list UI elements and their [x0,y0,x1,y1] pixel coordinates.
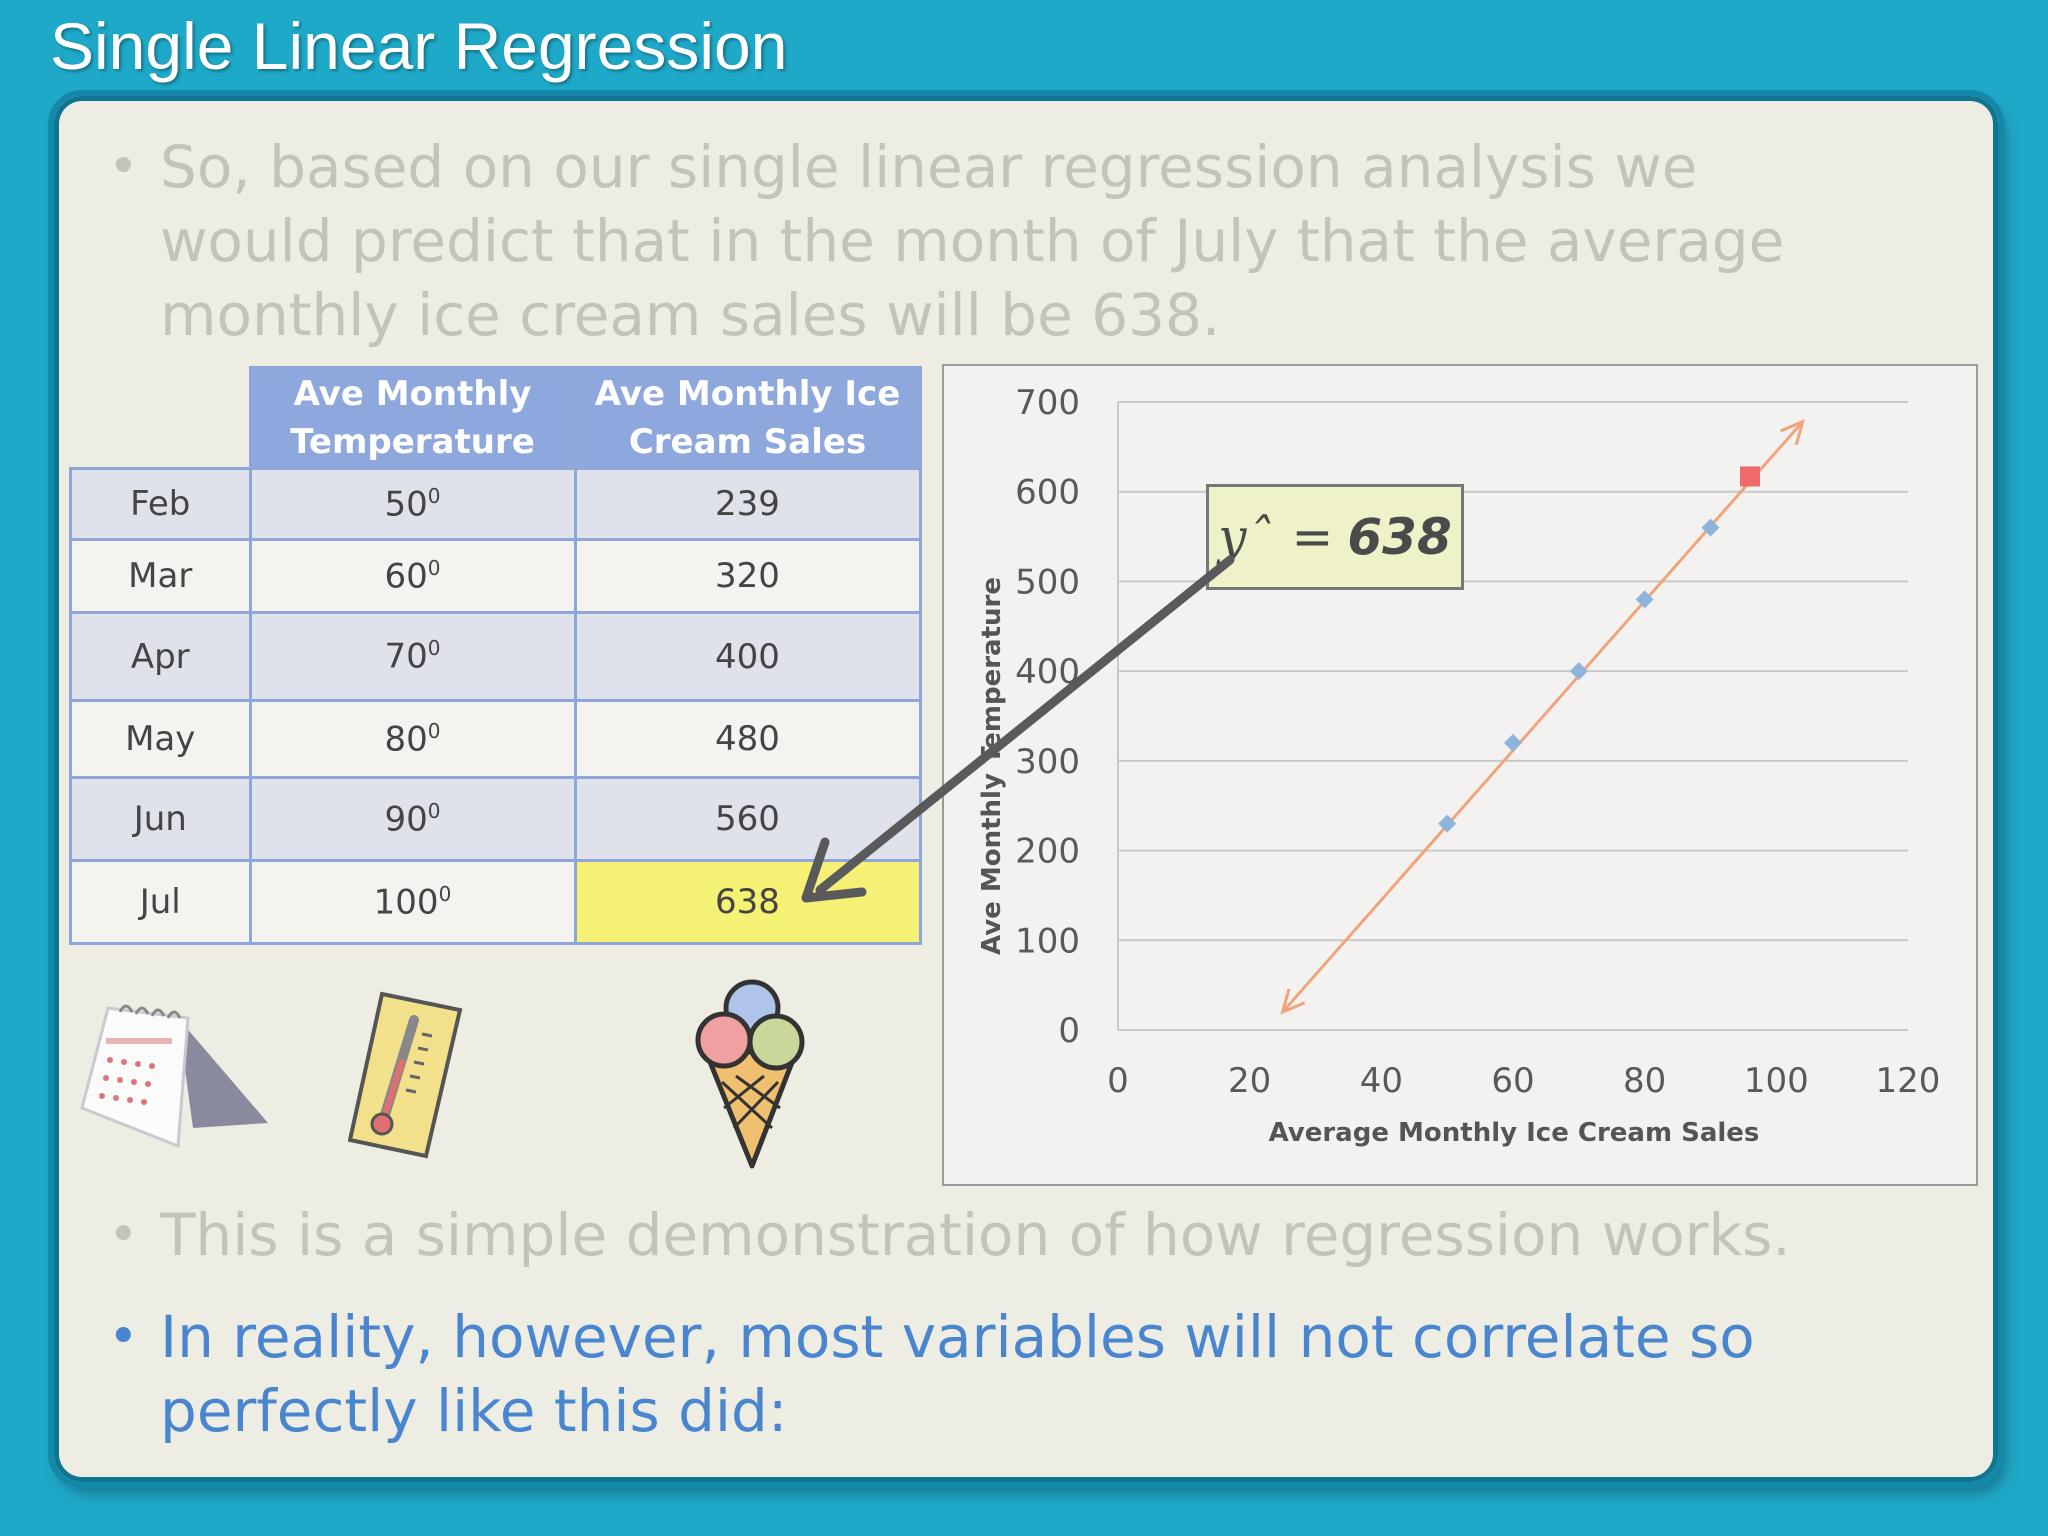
y-tick-label: 300 [1015,742,1080,782]
y-axis-label: Ave Monthly Temperature [977,577,1007,955]
trend-line [1281,420,1804,1014]
x-tick-label: 60 [1491,1061,1534,1101]
cell-month: Mar [69,538,252,614]
bullet-demonstration: • This is a simple demonstration of how … [108,1198,1860,1272]
header-sales: Ave Monthly Ice Cream Sales [573,366,922,470]
cell-month: Feb [69,467,252,541]
x-tick-label: 0 [1107,1061,1129,1101]
y-tick-label: 0 [1058,1011,1080,1051]
data-point [1701,518,1720,537]
data-point [1504,733,1522,752]
data-point [1569,662,1588,681]
equals-sign: = [1291,508,1334,566]
bullet-demonstration-text: This is a simple demonstration of how re… [160,1201,1791,1269]
cell-month: Apr [69,611,252,702]
bullet-prediction: • So, based on our single linear regress… [108,130,1880,352]
cell-temp: 900 [248,776,577,862]
y-tick-label: 100 [1015,921,1080,961]
cell-sales: 320 [573,538,922,614]
x-tick-label: 40 [1360,1061,1403,1101]
x-tick-label: 120 [1876,1061,1941,1101]
y-tick-label: 600 [1015,473,1080,513]
cell-temp: 800 [248,699,577,779]
header-temperature: Ave Monthly Temperature [248,366,577,470]
bullet-reality-text: In reality, however, most variables will… [160,1303,1755,1445]
predicted-point [1740,466,1760,487]
prediction-callout: yˆ = 638 [1206,484,1464,590]
y-hat-symbol: yˆ [1218,508,1272,566]
y-tick-label: 400 [1015,652,1080,692]
cell-month: Jul [69,859,252,945]
cell-sales-predicted: 638 [573,859,922,945]
bullet-dot: • [108,1307,139,1367]
table-row: May 800 480 [69,699,922,779]
bullet-prediction-text: So, based on our single linear regressio… [160,133,1785,349]
cell-temp: 600 [248,538,577,614]
bullet-reality: • In reality, however, most variables wi… [108,1300,1860,1448]
y-tick-label: 700 [1015,383,1080,423]
cell-temp: 1000 [248,859,577,945]
x-tick-label: 20 [1228,1061,1271,1101]
trend-arrow-tail [1280,988,1306,1015]
cell-temp: 700 [248,611,577,702]
table-header-row: Ave Monthly Temperature Ave Monthly Ice … [71,366,922,470]
table-corner [71,368,251,469]
thermometer-icon [348,991,463,1159]
bullet-dot: • [108,137,139,197]
cell-month: May [69,699,252,779]
callout-value: 638 [1347,508,1452,566]
bullet-dot: • [108,1205,139,1265]
y-tick-label: 200 [1015,832,1080,872]
trend-arrow-head [1779,419,1805,446]
y-tick-label: 500 [1015,562,1080,602]
data-table: Ave Monthly Temperature Ave Monthly Ice … [69,366,922,945]
calendar-icon [80,1004,268,1149]
slide-title: Single Linear Regression [50,9,788,83]
cell-sales: 239 [573,467,922,541]
cell-sales: 480 [573,699,922,779]
x-tick-label: 80 [1623,1061,1666,1101]
ice-cream-cone-icon [695,979,805,1169]
cell-month: Jun [69,776,252,862]
table-row: Mar 600 320 [69,538,922,614]
table-row: Jun 900 560 [69,776,922,862]
cell-sales: 400 [573,611,922,702]
data-point [1635,590,1654,609]
data-point [1438,814,1457,833]
table-row: Apr 700 400 [69,611,922,702]
cell-temp: 500 [248,467,577,541]
table-row: Jul 1000 638 [69,859,922,945]
table-row: Feb 500 239 [69,467,922,541]
cell-sales: 560 [573,776,922,862]
x-axis-label: Average Monthly Ice Cream Sales [1269,1118,1760,1148]
x-tick-label: 100 [1744,1061,1809,1101]
